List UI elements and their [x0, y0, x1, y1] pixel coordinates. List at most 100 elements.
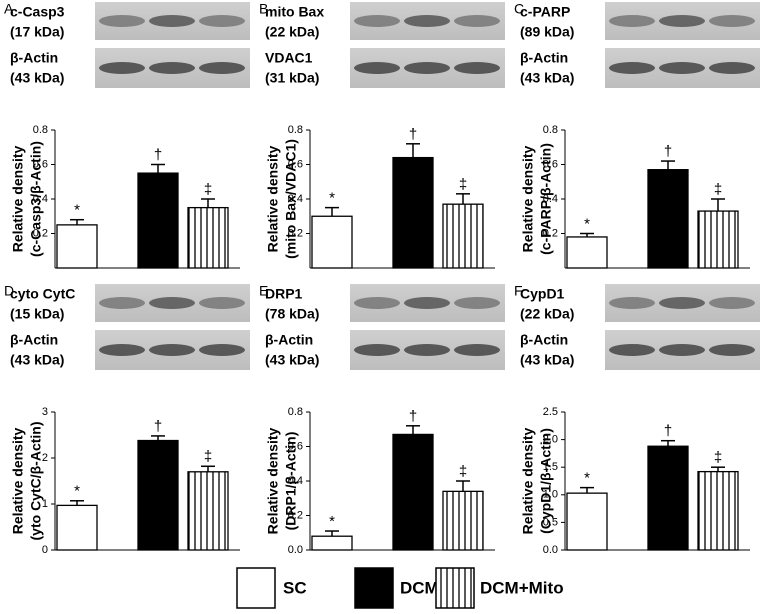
blot-band — [709, 15, 755, 27]
blot-kda: (43 kDa) — [520, 70, 574, 86]
bar — [56, 504, 98, 551]
blot-label: VDAC1 — [265, 50, 313, 66]
panel-letter: A — [4, 1, 14, 17]
significance-mark: ‡ — [459, 176, 467, 193]
blot-label: CypD1 — [520, 286, 565, 302]
y-tick-label: 0.2 — [33, 227, 48, 239]
bar — [56, 224, 98, 269]
significance-mark: * — [584, 470, 590, 487]
y-tick-label: 0.6 — [288, 440, 303, 452]
blot-label: β-Actin — [520, 50, 568, 66]
bar — [697, 210, 739, 269]
bar — [392, 433, 434, 551]
blot-kda: (31 kDa) — [265, 70, 319, 86]
y-axis-label: (c-PARP/β-Actin) — [538, 143, 554, 255]
y-axis-label: Relative density — [265, 145, 281, 252]
y-tick-label: 0.8 — [543, 124, 558, 136]
y-tick-label: 2.5 — [543, 406, 558, 418]
bar — [137, 172, 179, 269]
y-axis-label: (CypD1/β-Actin) — [538, 428, 554, 534]
significance-mark: † — [664, 143, 672, 160]
blot-band — [659, 15, 705, 27]
y-tick-label: 1 — [42, 498, 48, 510]
bar — [566, 492, 608, 551]
panel-letter: B — [259, 1, 268, 17]
y-tick-label: 1.5 — [543, 461, 558, 473]
y-tick-label: 0.2 — [288, 227, 303, 239]
blot-kda: (43 kDa) — [10, 352, 64, 368]
y-tick-label: 3 — [42, 406, 48, 418]
significance-mark: † — [154, 146, 162, 163]
y-tick-label: 0.8 — [33, 124, 48, 136]
y-tick-label: 0.8 — [288, 124, 303, 136]
bar — [311, 535, 353, 551]
blot-band — [199, 62, 245, 74]
significance-mark: * — [74, 483, 80, 500]
y-tick-label: 0 — [42, 544, 48, 556]
blot-band — [199, 15, 245, 27]
blot-band — [149, 297, 195, 309]
blot-label: β-Actin — [520, 332, 568, 348]
blot-label: cyto CytC — [10, 286, 75, 302]
blot-band — [609, 344, 655, 356]
y-axis-label: Relative density — [265, 427, 281, 534]
panel-letter: F — [514, 283, 523, 299]
legend-swatch — [236, 567, 276, 609]
blot-band — [404, 297, 450, 309]
blot-band — [609, 15, 655, 27]
y-axis-label: (mito Bax/VDAC1) — [283, 139, 299, 259]
significance-mark: * — [74, 202, 80, 219]
blot-band — [659, 62, 705, 74]
y-tick-label: 0.6 — [288, 158, 303, 170]
significance-mark: ‡ — [714, 449, 722, 466]
blot-band — [609, 297, 655, 309]
bar — [187, 471, 229, 551]
blot-band — [354, 297, 400, 309]
panel-letter: D — [4, 283, 14, 299]
blot-kda: (43 kDa) — [10, 70, 64, 86]
blot-kda: (43 kDa) — [520, 352, 574, 368]
y-tick-label: 2 — [42, 452, 48, 464]
blot-band — [149, 62, 195, 74]
bar — [442, 490, 484, 551]
blot-band — [354, 62, 400, 74]
blot-band — [709, 297, 755, 309]
blot-label: DRP1 — [265, 286, 303, 302]
blot-label: mito Bax — [265, 4, 324, 20]
significance-mark: ‡ — [204, 448, 212, 465]
blot-band — [454, 15, 500, 27]
panel-letter: C — [514, 1, 524, 17]
blot-band — [659, 297, 705, 309]
y-tick-label: 0.8 — [288, 406, 303, 418]
significance-mark: † — [154, 418, 162, 435]
bar — [442, 203, 484, 269]
y-axis-label: (c-Casp3/β-Actin) — [28, 141, 44, 257]
blot-band — [149, 15, 195, 27]
blot-band — [199, 297, 245, 309]
y-axis-label: Relative density — [520, 145, 536, 252]
bar — [187, 206, 229, 269]
y-tick-label: 2.0 — [543, 434, 558, 446]
blot-band — [454, 344, 500, 356]
bar — [137, 439, 179, 551]
legend-swatch — [435, 567, 475, 609]
blot-band — [404, 344, 450, 356]
blot-kda: (22 kDa) — [265, 24, 319, 40]
legend-swatch — [354, 567, 394, 609]
y-tick-label: 0.4 — [33, 193, 48, 205]
y-tick-label: 1.0 — [543, 489, 558, 501]
blot-kda: (89 kDa) — [520, 24, 574, 40]
blot-band — [609, 62, 655, 74]
blot-band — [709, 344, 755, 356]
blot-band — [99, 15, 145, 27]
blot-label: c-Casp3 — [10, 4, 65, 20]
blot-band — [454, 62, 500, 74]
bar — [566, 236, 608, 269]
y-axis-label: Relative density — [520, 427, 536, 534]
significance-mark: ‡ — [204, 181, 212, 198]
blot-kda: (78 kDa) — [265, 306, 319, 322]
bar — [392, 156, 434, 269]
y-tick-label: 0.4 — [288, 193, 303, 205]
y-tick-label: 0.4 — [288, 475, 303, 487]
blot-kda: (15 kDa) — [10, 306, 64, 322]
